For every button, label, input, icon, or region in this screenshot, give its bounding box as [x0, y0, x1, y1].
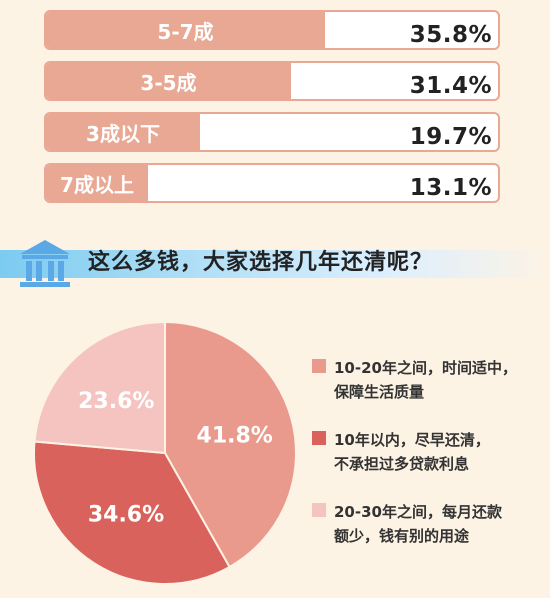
legend-text: 20-30年之间，每月还款 额少，钱有别的用途 — [334, 500, 502, 548]
pie-slice — [33, 440, 231, 585]
banner-band — [0, 250, 550, 278]
pie-slice-label: 23.6% — [78, 389, 154, 414]
bar-row: 3-5成 31.4% — [44, 61, 500, 101]
bar-value-label: 31.4% — [409, 73, 492, 99]
legend-line: 10-20年之间，时间适中， — [334, 359, 517, 377]
bar-fill — [46, 12, 325, 48]
bar-row: 7成以上 13.1% — [44, 163, 500, 203]
bar-value-label: 19.7% — [409, 124, 492, 150]
pie-slice-label: 41.8% — [197, 424, 273, 449]
legend-line: 保障生活质量 — [334, 383, 425, 401]
bar-category-label: 3-5成 — [140, 70, 197, 95]
legend-swatch — [312, 431, 326, 445]
bar-value-label: 13.1% — [409, 175, 492, 201]
legend-text: 10年以内，尽早还清， 不承担过多贷款利息 — [334, 428, 490, 476]
bar-category-label: 7成以上 — [60, 172, 134, 197]
legend-line: 不承担过多贷款利息 — [334, 455, 470, 473]
bar-fill — [46, 63, 291, 99]
legend-swatch — [312, 503, 326, 517]
legend-text: 10-20年之间，时间适中， 保障生活质量 — [334, 356, 517, 404]
bar-row: 3成以下 19.7% — [44, 112, 500, 152]
section-title: 这么多钱，大家选择几年还清呢？ — [88, 250, 434, 275]
section-banner: 这么多钱，大家选择几年还清呢？ — [0, 232, 550, 294]
pie-slice-label: 34.6% — [88, 503, 164, 528]
legend-line: 20-30年之间，每月还款 — [334, 503, 502, 521]
legend-line: 额少，钱有别的用途 — [334, 527, 470, 545]
bar-fill — [46, 165, 148, 201]
bar-category-label: 3成以下 — [86, 121, 160, 146]
pie-chart: 41.8% 34.6% 23.6% — [33, 320, 297, 585]
bar-value-label: 35.8% — [409, 22, 492, 48]
bank-icon — [20, 240, 70, 287]
bar-category-label: 5-7成 — [157, 19, 214, 44]
bar-row: 5-7成 35.8% — [44, 10, 500, 50]
pie-slice — [33, 320, 166, 455]
pie-slice — [164, 320, 297, 569]
legend-line: 10年以内，尽早还清， — [334, 431, 490, 449]
legend-swatch — [312, 359, 326, 373]
bar-fill — [46, 114, 200, 150]
